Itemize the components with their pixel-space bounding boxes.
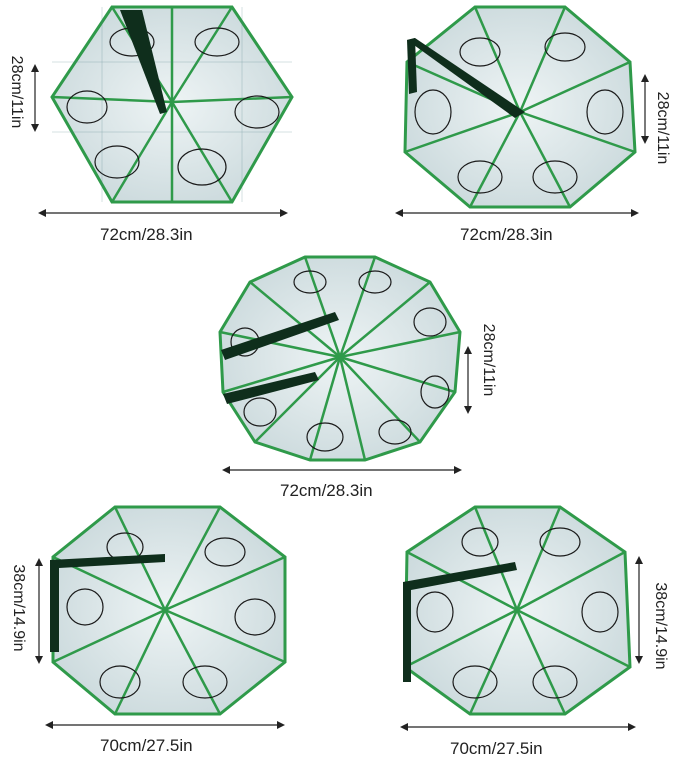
trap-2-panel: 72cm/28.3in 28cm/11in (340, 0, 679, 250)
trap-5-width-label: 70cm/27.5in (450, 739, 543, 758)
trap-4-width-arrow (45, 721, 285, 729)
trap-2-height-label: 28cm/11in (654, 91, 671, 165)
trap-2-width-arrow (395, 209, 639, 217)
trap-1-height-label: 28cm/11in (8, 55, 25, 129)
trap-5-net-image (403, 505, 632, 716)
trap-3-panel: 72cm/28.3in 28cm/11in (180, 250, 520, 505)
trap-1-net-image (50, 5, 294, 204)
trap-1-height-arrow (31, 64, 39, 132)
trap-5-height-label: 38cm/14.9in (652, 582, 669, 670)
trap-5-panel: 70cm/27.5in 38cm/14.9in (340, 500, 679, 759)
trap-1-width-label: 72cm/28.3in (100, 225, 193, 244)
trap-3-net-image (218, 255, 462, 462)
trap-2-net-image (403, 5, 637, 209)
trap-2-width-label: 72cm/28.3in (460, 225, 553, 244)
trap-4-height-arrow (35, 558, 43, 664)
trap-4-panel: 70cm/27.5in 38cm/14.9in (0, 500, 340, 759)
trap-5-width-arrow (400, 723, 636, 731)
trap-3-height-label: 28cm/11in (480, 323, 497, 397)
trap-2-height-arrow (641, 74, 649, 144)
trap-5-height-arrow (635, 556, 643, 664)
trap-3-width-label: 72cm/28.3in (280, 481, 373, 500)
trap-1-panel: 72cm/28.3in 28cm/11in (0, 0, 340, 250)
trap-3-width-arrow (222, 466, 462, 474)
trap-4-net-image (50, 505, 287, 716)
trap-1-width-arrow (38, 209, 288, 217)
trap-3-height-arrow (464, 346, 472, 414)
trap-4-width-label: 70cm/27.5in (100, 736, 193, 755)
trap-4-height-label: 38cm/14.9in (10, 564, 27, 652)
